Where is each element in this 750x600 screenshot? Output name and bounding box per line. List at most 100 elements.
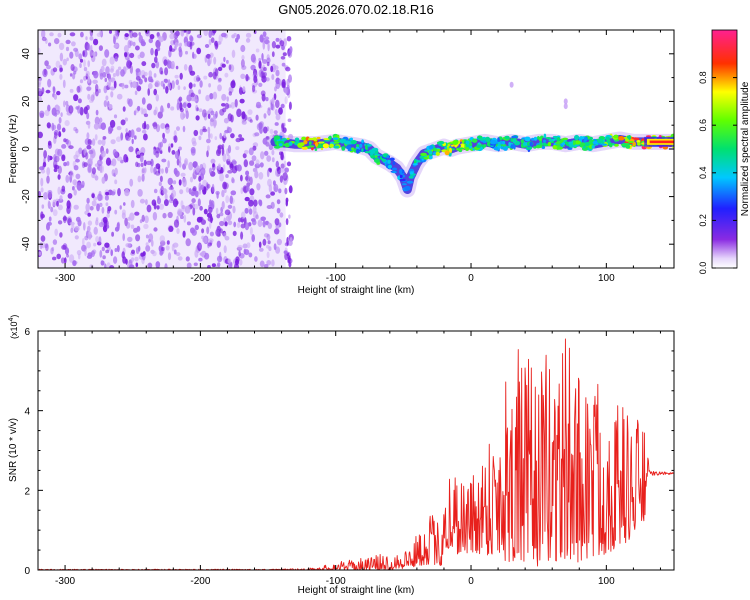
noise-speck [230,190,237,196]
noise-speck [271,51,275,58]
noise-speck [56,253,61,260]
noise-speck [207,145,210,152]
noise-speck [63,162,67,167]
noise-speck [105,66,110,75]
signal-blob [584,136,587,142]
noise-speck [259,162,264,168]
noise-speck [177,209,183,217]
noise-speck [95,217,99,222]
noise-speck [156,32,160,37]
noise-speck [164,263,168,268]
noise-speck [183,214,187,223]
noise-speck [184,205,191,214]
x-tick-label: -200 [190,273,210,284]
noise-speck [260,90,266,96]
noise-speck [284,87,288,95]
noise-speck [216,192,219,199]
noise-speck [53,93,58,100]
noise-speck [105,202,109,207]
noise-speck [258,82,263,87]
signal-blob [374,158,380,164]
noise-speck [130,224,135,229]
noise-speck [210,158,216,164]
x-tick-label: -300 [55,273,75,284]
noise-speck [226,59,229,64]
noise-speck [159,175,163,182]
noise-speck [99,117,103,123]
noise-speck [108,83,111,88]
noise-speck [88,149,94,155]
noise-speck [278,188,282,194]
noise-speck [64,247,70,255]
noise-speck [45,243,49,252]
noise-speck [135,45,140,51]
noise-speck [161,246,165,252]
noise-speck [102,255,106,260]
noise-speck [278,222,282,228]
noise-speck [112,73,116,78]
noise-speck [217,163,222,171]
noise-speck [266,61,270,67]
noise-speck [213,113,218,119]
noise-speck [109,265,115,268]
noise-speck [214,136,218,141]
noise-speck [82,50,85,57]
noise-speck [245,38,251,43]
noise-speck [164,199,169,207]
noise-speck [224,102,230,110]
noise-speck [269,128,274,135]
signal-blob [323,138,330,140]
signal-blob [277,140,285,145]
noise-speck [60,112,63,117]
noise-speck [103,100,108,108]
noise-speck [57,32,62,38]
noise-speck [160,80,165,87]
noise-speck [47,104,51,112]
noise-speck [222,153,227,163]
noise-speck [135,262,139,268]
noise-speck [138,32,141,36]
noise-speck [82,238,85,246]
noise-speck [199,163,204,171]
noise-speck [286,36,292,42]
noise-speck [218,77,222,82]
noise-speck [78,147,83,155]
noise-speck [134,90,138,96]
noise-speck [100,165,104,173]
signal-blob [328,136,332,139]
noise-speck [252,85,256,93]
signal-blob [451,144,454,147]
noise-speck [39,242,43,250]
noise-speck [87,163,92,173]
noise-speck [38,47,41,55]
noise-speck [183,86,186,90]
signal-blob [421,158,424,161]
signal-blob [564,141,569,145]
noise-speck [160,105,164,114]
signal-blob [461,140,465,144]
noise-speck [93,226,98,235]
noise-speck [140,107,144,115]
noise-speck [262,31,267,37]
signal-blob [465,140,470,145]
noise-speck [130,81,133,88]
noise-speck [106,209,111,214]
x-tick-label: 0 [468,576,474,587]
noise-speck [79,58,84,63]
noise-speck [47,190,53,199]
signal-blob [428,150,433,155]
noise-speck [167,177,173,186]
signal-blob [423,156,429,160]
noise-speck [283,38,287,47]
noise-speck [116,126,122,131]
noise-speck [195,115,200,121]
noise-speck [264,150,269,156]
snr-x-axis-label: Height of straight line (km) [298,585,415,596]
noise-speck [73,189,77,196]
noise-speck [240,174,243,182]
noise-speck [198,89,202,95]
noise-speck [38,96,43,102]
noise-speck [68,105,74,114]
noise-speck [274,218,280,226]
noise-speck [176,158,180,166]
